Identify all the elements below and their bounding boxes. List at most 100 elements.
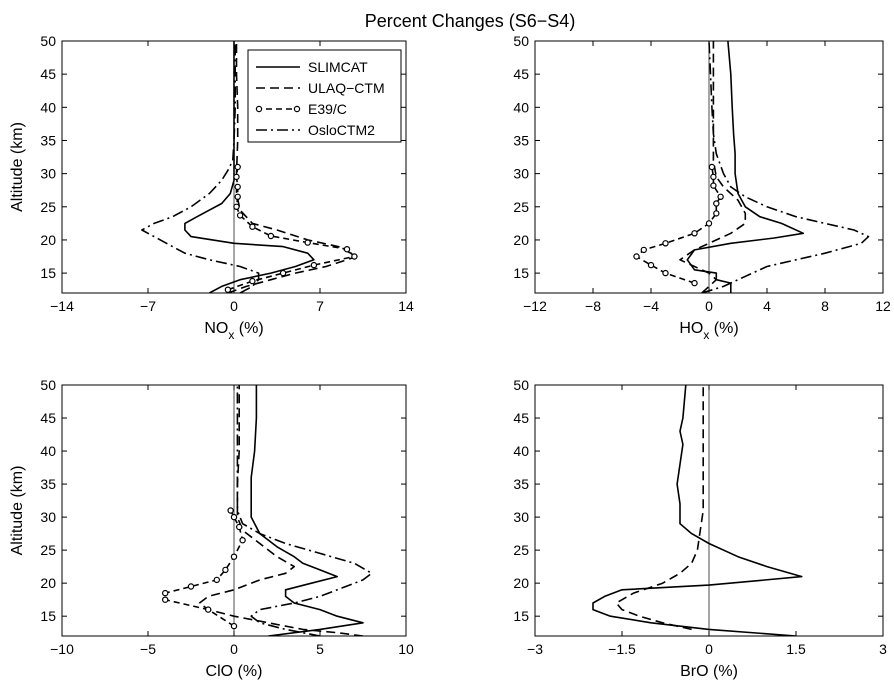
series-marker-e39-c [230, 513, 238, 521]
series-marker-e39-c [304, 239, 311, 246]
series-marker-e39-c [161, 589, 169, 597]
legend-label: SLIMCAT [308, 59, 368, 75]
series-marker-e39-c [204, 606, 212, 613]
x-tick-label: 10 [398, 641, 414, 657]
series-marker-e39-c [249, 223, 256, 230]
series-marker-e39-c [249, 277, 256, 285]
x-tick-label: −3 [527, 641, 543, 657]
series-marker-e39-c [710, 182, 717, 189]
series-marker-e39-c [662, 269, 669, 277]
x-tick-label: 0 [230, 298, 238, 314]
series-line-ulaq-ctm [615, 385, 704, 631]
y-tick-label: 50 [513, 377, 529, 393]
x-tick-label: 0 [230, 641, 238, 657]
series-marker-e39-c [710, 173, 717, 181]
series-line-slimcat [592, 385, 803, 636]
series-line-slimcat [686, 41, 805, 293]
series-marker-e39-c [230, 553, 238, 560]
y-tick-label: 20 [513, 575, 529, 591]
x-tick-label: −5 [140, 641, 156, 657]
legend: SLIMCAT ULAQ−CTM E39/C OsloCTM2 [247, 49, 402, 143]
series-marker-e39-c [717, 193, 724, 200]
y-tick-label: 50 [40, 33, 56, 49]
series-line-ulaq-ctm [198, 385, 364, 636]
x-tick-label: 0 [705, 641, 713, 657]
series-marker-e39-c [234, 193, 241, 200]
y-tick-label: 20 [513, 232, 529, 248]
legend-marker [255, 105, 263, 113]
series-marker-e39-c [236, 212, 244, 219]
series-marker-e39-c [713, 200, 720, 207]
x-axis-label: BrO (%) [680, 663, 738, 680]
series-marker-e39-c [230, 622, 238, 630]
figure-title: Percent Changes (S6−S4) [365, 11, 576, 31]
y-tick-label: 40 [513, 443, 529, 459]
y-tick-label: 30 [513, 509, 529, 525]
legend-label: E39/C [308, 101, 347, 117]
y-tick-label: 45 [513, 410, 529, 426]
series-group [161, 385, 373, 636]
y-axis-label: Altitude (km) [9, 466, 26, 556]
legend-label: OsloCTM2 [308, 122, 375, 138]
series-line-osloctm2 [701, 41, 870, 293]
series-marker-e39-c [713, 210, 720, 217]
legend-box [247, 49, 402, 143]
series-marker-e39-c [239, 537, 246, 544]
y-tick-label: 25 [513, 542, 529, 558]
y-tick-label: 50 [40, 377, 56, 393]
series-marker-e39-c [234, 183, 241, 191]
series-line-e39-c [227, 166, 356, 291]
y-tick-label: 40 [513, 99, 529, 115]
series-line-ulaq-ctm [679, 41, 747, 293]
series-marker-e39-c [662, 240, 669, 247]
y-tick-label: 25 [40, 199, 56, 215]
series-group [633, 41, 870, 293]
x-tick-label: 7 [316, 298, 324, 314]
y-tick-label: 20 [40, 575, 56, 591]
series-line-osloctm2 [236, 385, 373, 636]
y-axis-label: Altitude (km) [9, 122, 26, 212]
x-tick-label: 12 [875, 298, 891, 314]
series-line-e39-c [164, 510, 244, 627]
y-tick-label: 25 [40, 542, 56, 558]
y-tick-label: 30 [513, 166, 529, 182]
series-marker-e39-c [161, 596, 169, 603]
y-tick-label: 45 [513, 66, 529, 82]
series-marker-e39-c [705, 220, 713, 227]
x-tick-label: −1.5 [608, 641, 636, 657]
x-tick-label: 0 [705, 298, 713, 314]
legend-label: ULAQ−CTM [308, 80, 385, 96]
series-marker-e39-c [691, 279, 698, 287]
x-tick-label: −14 [50, 298, 74, 314]
series-marker-e39-c [187, 583, 195, 590]
y-tick-label: 40 [40, 99, 56, 115]
y-tick-label: 35 [40, 476, 56, 492]
series-marker-e39-c [343, 245, 351, 253]
panel-no: −14 −7 0 7 14 15 20 25 30 35 40 45 50 NOx (%) Altitude… [9, 33, 414, 342]
x-tick-label: 3 [879, 641, 887, 657]
series-group [141, 41, 358, 293]
y-tick-label: 15 [40, 265, 56, 281]
series-line-ulaq-ctm [227, 41, 358, 293]
series-marker-e39-c [233, 203, 240, 210]
series-marker-e39-c [351, 253, 358, 260]
y-tick-label: 30 [40, 166, 56, 182]
y-tick-label: 35 [513, 476, 529, 492]
y-tick-label: 15 [40, 608, 56, 624]
x-tick-label: −4 [643, 298, 659, 314]
series-marker-e39-c [279, 269, 287, 277]
y-tick-label: 15 [513, 608, 529, 624]
y-tick-label: 45 [40, 410, 56, 426]
x-axis-label: NOx (%) [204, 320, 263, 342]
x-tick-label: −7 [140, 298, 156, 314]
y-tick-label: 25 [513, 199, 529, 215]
panel-clo: −10 −5 0 5 10 15 20 25 30 35 40 45 50 ClO (%) Altitude… [9, 377, 414, 680]
x-axis-label: HOx (%) [679, 320, 738, 342]
y-tick-label: 45 [40, 66, 56, 82]
x-tick-label: −8 [585, 298, 601, 314]
series-marker-e39-c [708, 163, 716, 171]
series-marker-e39-c [213, 576, 220, 584]
series-marker-e39-c [267, 232, 275, 240]
